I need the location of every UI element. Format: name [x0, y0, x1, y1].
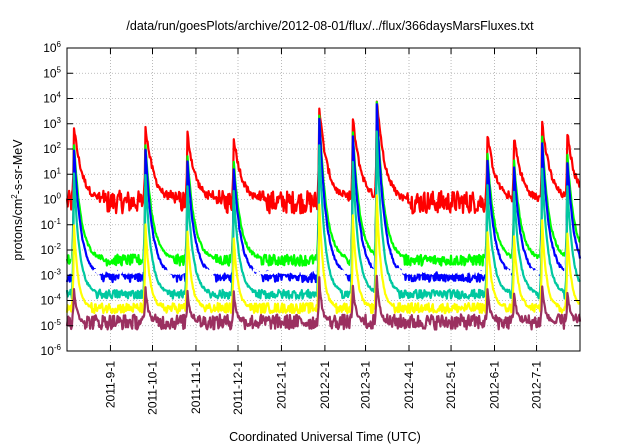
y-axis-label-unit: protons/cm [11, 199, 25, 261]
x-tick-label: 2012-6-1 [488, 361, 502, 409]
series-line-6 [65, 194, 581, 315]
x-tick-label: 2011-9-1 [103, 361, 117, 408]
y-tick-label: 10-2 [41, 242, 62, 257]
x-tick-label: 2012-7-1 [530, 361, 544, 409]
y-tick-label: 10-6 [41, 343, 62, 358]
y-tick-label: 10-3 [41, 267, 62, 282]
series-line-1 [65, 100, 581, 215]
y-tick-label: 100 [43, 192, 61, 207]
series-line-7 [65, 274, 582, 331]
x-tick-label: 2012-1-1 [274, 361, 288, 409]
chart-title: /data/run/goesPlots/archive/2012-08-01/f… [126, 19, 534, 33]
x-tick-label: 2012-3-1 [359, 361, 373, 409]
series-line-5 [65, 130, 581, 300]
x-axis: 2011-9-1 2011-10-1 2011-11-1 2011-12-1 2012-… [103, 48, 544, 415]
y-tick-label: 104 [43, 91, 61, 106]
y-tick-label: 103 [43, 116, 61, 131]
series-line-3 [65, 103, 582, 284]
y-tick-label: 102 [43, 141, 61, 156]
y-tick-label: 10-5 [41, 318, 62, 333]
series-group [65, 100, 582, 331]
y-axis-label-exponent: 2 [10, 194, 19, 199]
y-tick-label: 105 [43, 65, 61, 80]
x-tick-label: 2011-12-1 [231, 361, 245, 415]
x-tick-label: 2012-2-1 [318, 361, 332, 409]
x-tick-label: 2011-10-1 [146, 361, 160, 415]
y-axis-label: protons/cm2-s-sr-MeV [10, 139, 25, 261]
y-tick-label: 10-1 [41, 217, 62, 232]
y-tick-label: 106 [43, 40, 61, 55]
y-axis-label-rest: -s-sr-MeV [11, 139, 25, 195]
grid [67, 48, 580, 351]
x-tick-label: 2012-5-1 [444, 361, 458, 409]
y-tick-label: 101 [43, 166, 61, 181]
x-tick-label: 2011-11-1 [189, 361, 203, 414]
x-tick-label: 2012-4-1 [402, 361, 416, 409]
y-axis: 10-6 10-5 10-4 10-3 10-2 10-1 100 101 102 103 104 1… [41, 40, 580, 358]
x-axis-label: Coordinated Universal Time (UTC) [229, 430, 421, 444]
y-tick-label: 10-4 [41, 293, 62, 308]
